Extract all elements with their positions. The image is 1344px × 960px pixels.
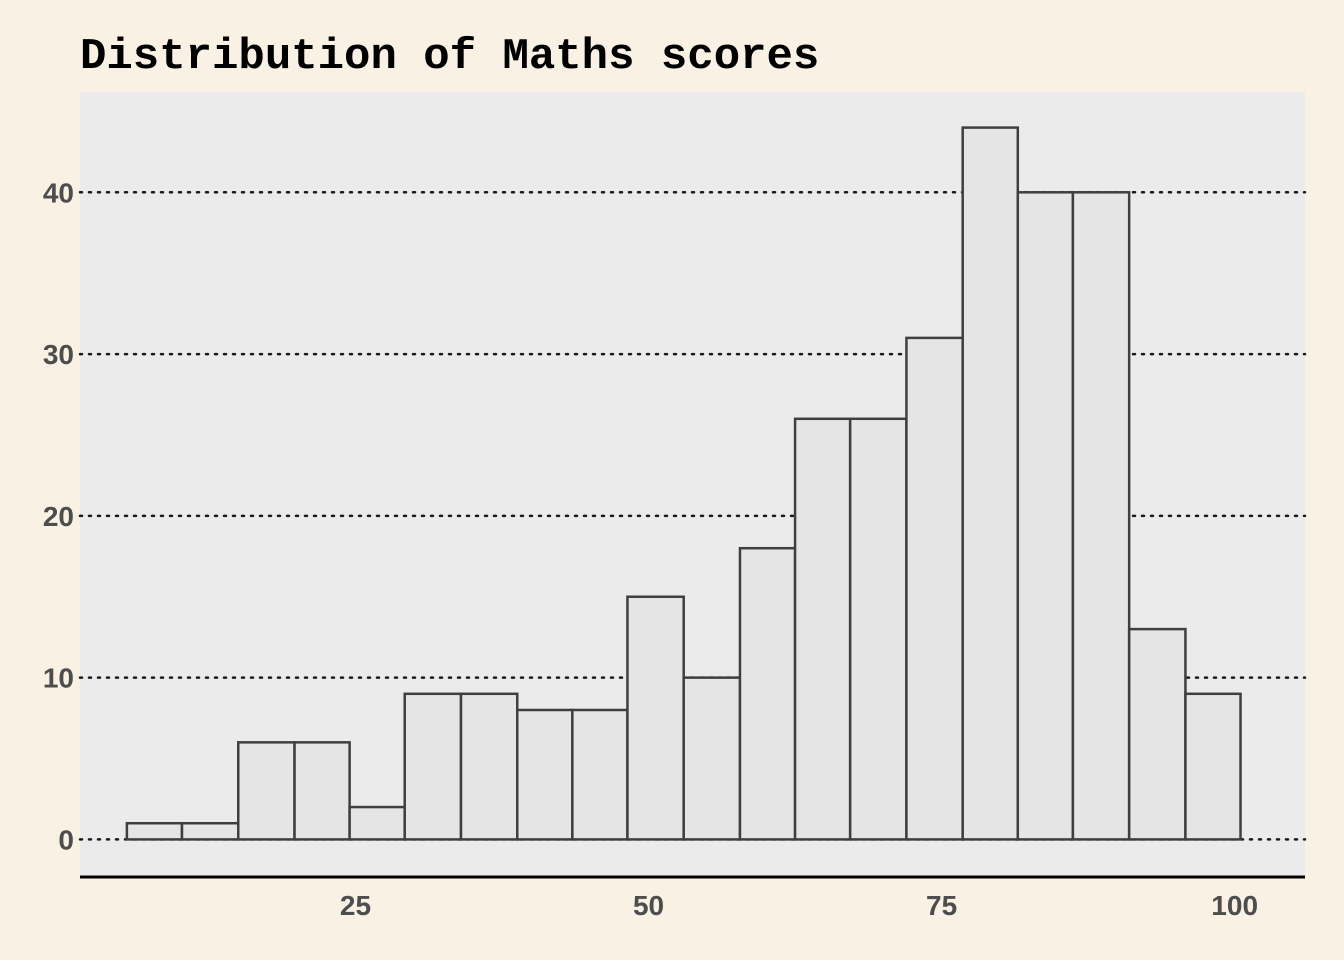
y-tick-label: 0 (58, 824, 74, 855)
y-tick-label: 30 (43, 339, 74, 370)
histogram-bar (459, 692, 519, 841)
x-tick-label: 25 (340, 890, 371, 921)
histogram-bar (738, 546, 797, 841)
histogram-bar (237, 741, 296, 841)
x-axis-ticks: 25 50 75 100 (340, 890, 1258, 921)
x-tick-label: 50 (633, 890, 664, 921)
histogram-bar (1071, 191, 1131, 841)
y-tick-label: 40 (43, 177, 74, 208)
y-tick-label: 20 (43, 501, 74, 532)
x-tick-label: 75 (926, 890, 957, 921)
histogram-bar (961, 126, 1020, 841)
y-axis-ticks: 0 10 20 30 40 (43, 177, 74, 855)
histogram-bar (1184, 692, 1242, 841)
histogram-bar (293, 741, 351, 841)
histogram-bar (848, 417, 908, 841)
histogram-bar (682, 676, 742, 841)
histogram-bar (1127, 627, 1187, 841)
histogram-bar (515, 708, 574, 841)
histogram-bar (571, 708, 629, 841)
histogram-bar (403, 692, 463, 841)
histogram-bar (626, 595, 685, 841)
x-tick-label: 100 (1211, 890, 1258, 921)
histogram-bar (125, 821, 184, 841)
histogram-bar (905, 336, 964, 841)
histogram-bar (180, 821, 240, 841)
histogram-bars (125, 126, 1242, 841)
histogram-bar (793, 417, 852, 841)
y-tick-label: 10 (43, 663, 74, 694)
chart-title: Distribution of Maths scores (80, 32, 819, 82)
histogram-bar (1016, 191, 1075, 841)
histogram-bar (348, 805, 406, 841)
